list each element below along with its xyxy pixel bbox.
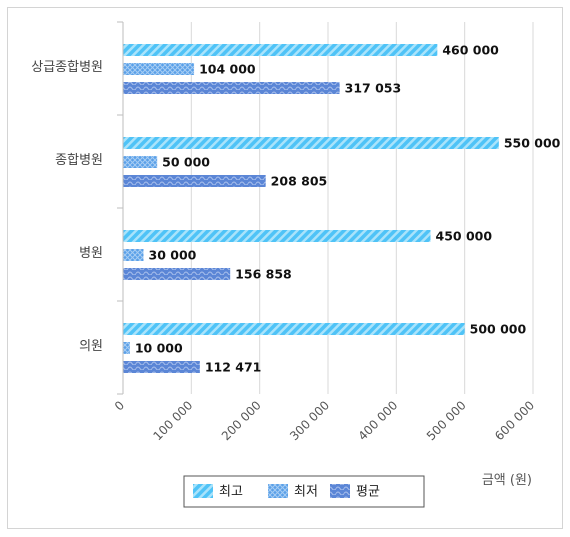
legend-label: 평균: [356, 485, 380, 500]
bar-최저: [123, 156, 158, 168]
data-label: 208 805: [271, 174, 328, 189]
category-label: 상급종합병원: [31, 60, 103, 75]
data-label: 460 000: [442, 43, 499, 58]
legend-swatch: [330, 484, 350, 498]
x-tick-label: 200 000: [219, 398, 264, 443]
data-label: 550 000: [504, 136, 561, 151]
x-tick-label: 500 000: [424, 398, 469, 443]
legend-label: 최저: [294, 485, 318, 500]
bar-최고: [123, 323, 465, 335]
bar-평균: [123, 268, 231, 280]
data-label: 156 858: [235, 267, 292, 282]
data-label: 10 000: [135, 341, 183, 356]
data-label: 104 000: [199, 62, 256, 77]
bar-평균: [123, 361, 200, 373]
bar-최저: [123, 63, 195, 75]
bar-최고: [123, 137, 499, 149]
bar-최저: [123, 249, 144, 261]
data-label: 450 000: [436, 229, 493, 244]
data-label: 50 000: [162, 155, 210, 170]
x-tick-label: 0: [112, 398, 127, 413]
bar-최저: [123, 342, 130, 354]
x-axis-title: 금액 (원): [482, 473, 532, 488]
bar-최고: [123, 44, 438, 56]
data-label: 500 000: [470, 322, 527, 337]
category-label: 의원: [79, 339, 103, 354]
legend-box: [183, 475, 425, 508]
bar-최고: [123, 230, 431, 242]
bar-평균: [123, 175, 266, 187]
legend-swatch: [193, 484, 213, 498]
legend-swatch: [268, 484, 288, 498]
data-label: 317 053: [345, 81, 402, 96]
data-label: 112 471: [205, 360, 262, 375]
category-label: 종합병원: [55, 153, 103, 168]
x-tick-label: 300 000: [287, 398, 332, 443]
bar-평균: [123, 82, 340, 94]
x-tick-label: 400 000: [355, 398, 400, 443]
category-label: 병원: [79, 246, 103, 261]
x-tick-label: 600 000: [492, 398, 537, 443]
x-tick-label: 100 000: [150, 398, 195, 443]
legend-label: 최고: [219, 485, 243, 500]
data-label: 30 000: [149, 248, 197, 263]
